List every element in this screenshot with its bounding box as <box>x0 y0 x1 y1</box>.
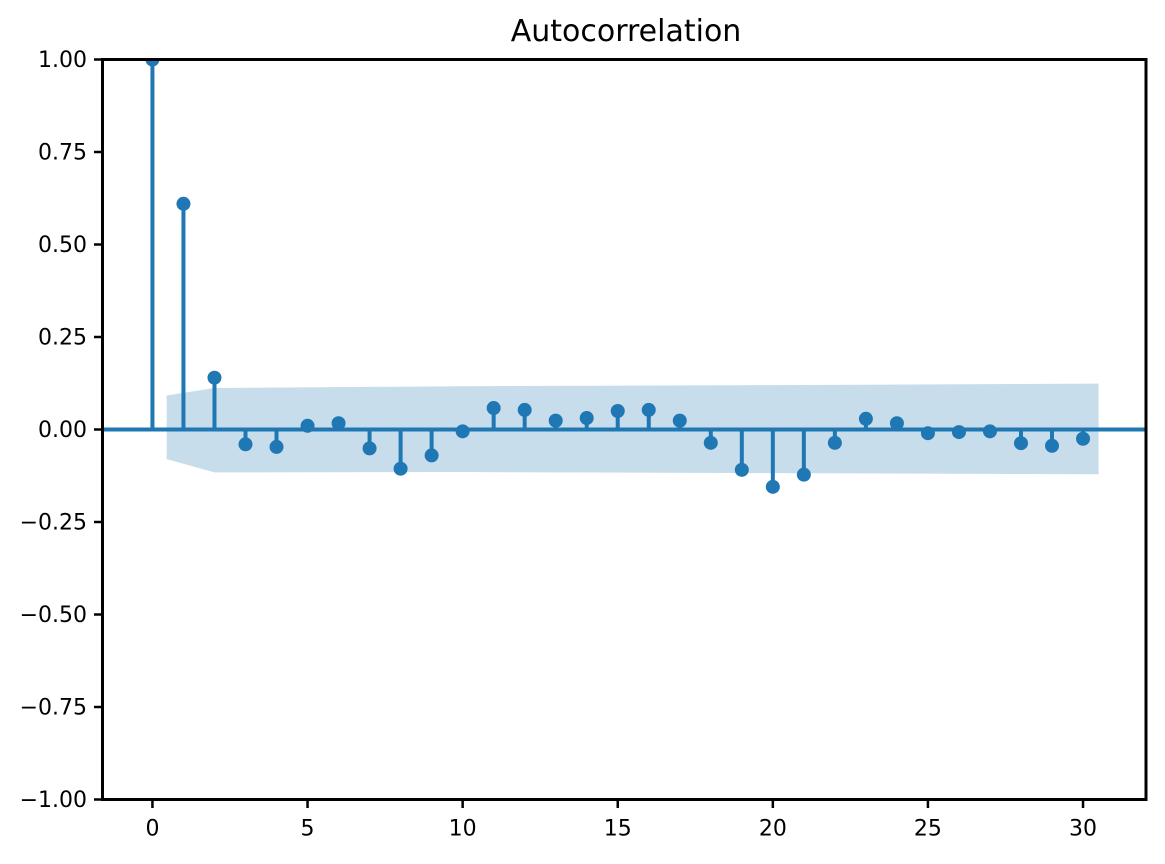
acf-marker <box>269 439 284 454</box>
acf-marker <box>796 467 811 482</box>
acf-marker <box>672 413 687 428</box>
x-tick-label: 25 <box>914 817 942 842</box>
acf-marker <box>889 416 904 431</box>
acf-marker <box>1045 438 1060 453</box>
acf-marker <box>951 425 966 440</box>
acf-marker <box>920 426 935 441</box>
y-tick-label: 0.00 <box>38 418 87 443</box>
chart-title: Autocorrelation <box>511 14 742 49</box>
x-tick-label: 0 <box>145 817 159 842</box>
acf-marker <box>703 435 718 450</box>
y-tick-label: −0.25 <box>20 511 87 536</box>
acf-marker <box>548 413 563 428</box>
acf-marker <box>393 461 408 476</box>
x-tick-label: 20 <box>759 817 787 842</box>
acf-marker <box>827 435 842 450</box>
x-tick-label: 10 <box>449 817 477 842</box>
acf-marker <box>145 59 160 67</box>
acf-marker <box>1013 436 1028 451</box>
acf-marker <box>238 437 253 452</box>
acf-marker <box>455 424 470 439</box>
y-tick-label: −1.00 <box>20 788 87 813</box>
acf-marker <box>734 462 749 477</box>
acf-marker <box>982 424 997 439</box>
acf-marker <box>362 441 377 456</box>
acf-marker <box>176 196 191 211</box>
acf-marker <box>486 401 501 416</box>
acf-marker <box>579 411 594 426</box>
x-tick-label: 30 <box>1069 817 1097 842</box>
acf-marker <box>207 370 222 385</box>
acf-marker <box>610 404 625 418</box>
y-tick-label: 0.75 <box>38 141 87 166</box>
acf-marker <box>517 402 532 417</box>
y-tick-label: 0.50 <box>38 233 87 258</box>
data-layer <box>102 59 1146 494</box>
acf-marker <box>641 402 656 417</box>
y-tick-label: −0.75 <box>20 696 87 721</box>
y-tick-label: −0.50 <box>20 603 87 628</box>
acf-marker <box>331 416 346 431</box>
x-tick-label: 15 <box>604 817 632 842</box>
axes-layer: 1.00 0.75 0.50 0.25 0.00 −0.25 −0.50 −0.75 −1.00… <box>20 48 1148 842</box>
y-tick-label: 1.00 <box>38 48 87 73</box>
acf-marker <box>765 479 780 494</box>
acf-marker <box>1076 431 1091 446</box>
acf-marker <box>858 411 873 426</box>
acf-marker <box>300 418 315 433</box>
acf-marker <box>424 448 439 463</box>
x-tick-label: 5 <box>301 817 315 842</box>
y-tick-label: 0.25 <box>38 326 87 351</box>
